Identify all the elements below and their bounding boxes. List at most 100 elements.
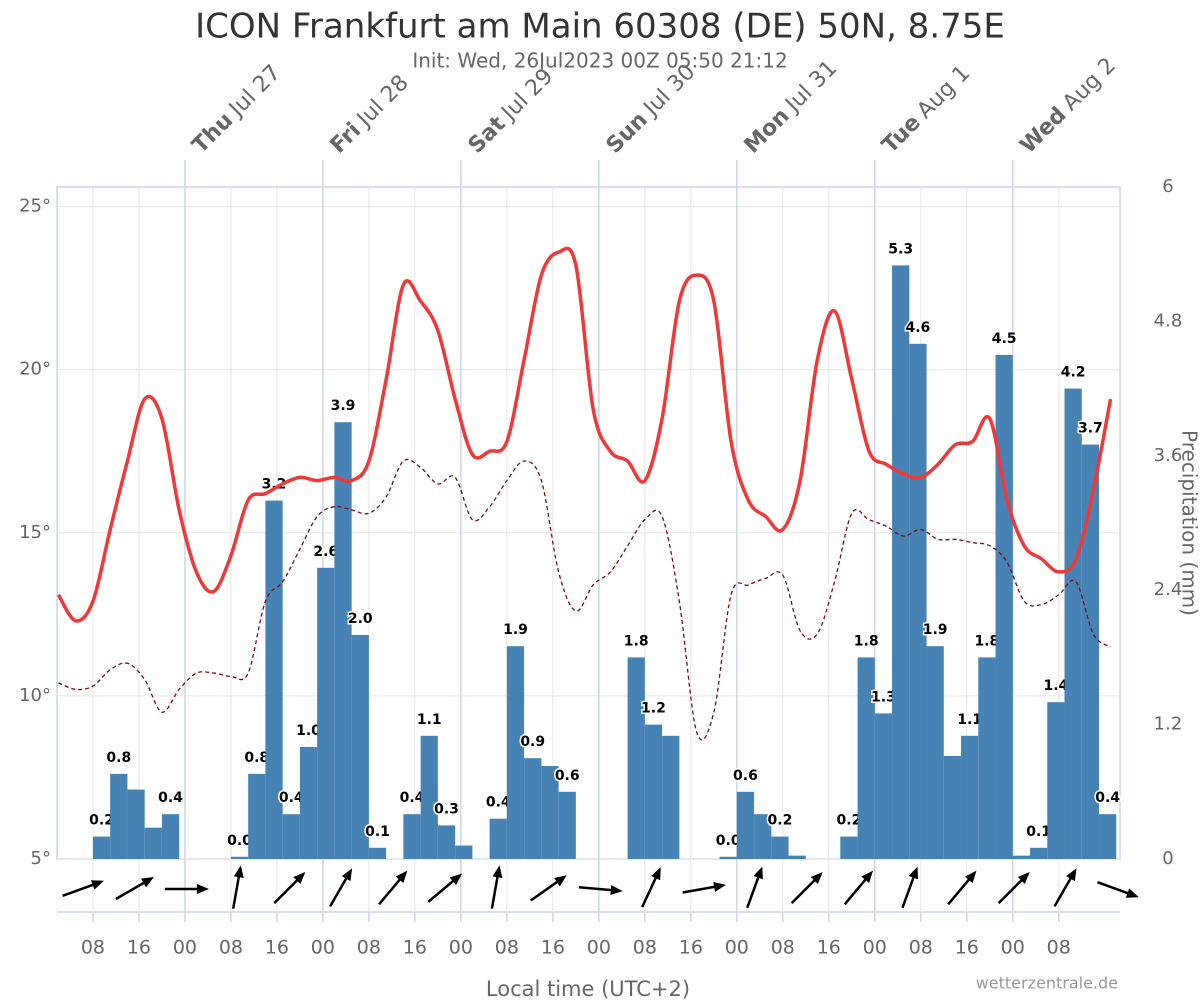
bar-value-label: 0.0 [227,833,252,849]
precip-bar [351,635,369,859]
bar-value-label: 1.1 [417,712,442,728]
precip-bar [1030,847,1048,859]
wind-arrow-head [1125,888,1139,898]
wind-arrow-head [196,884,209,894]
bar-value-label: 1.8 [854,633,879,649]
x-tick-label: 08 [771,937,795,959]
precip-bar [995,355,1013,859]
precip-bar [943,755,962,859]
precip-bar [909,343,927,859]
wind-arrow [62,880,104,898]
bar-value-label: 1.8 [624,633,649,649]
precip-bar [437,825,456,859]
bar-value-label: 0.4 [400,790,425,806]
bar-value-label: 4.2 [1061,365,1086,381]
wind-arrow [790,872,823,905]
bar-value-label: 4.6 [906,320,931,336]
x-tick-label: 16 [265,937,289,959]
bar-value-label: 0.2 [837,813,862,829]
precip-bar [754,814,772,859]
precip-bar [1064,388,1082,859]
wind-arrow [843,870,873,906]
bar-value-label: 1.9 [503,622,528,638]
precip-bar [127,789,145,859]
bar-value-label: 0.4 [158,790,183,806]
x-tick-label: 08 [219,937,243,959]
precip-bar [144,827,162,859]
precip-bar [736,791,755,859]
precip-bar [489,818,507,859]
x-tick-label: 16 [817,937,841,959]
precip-bar [299,747,318,859]
precip-bar [368,847,387,859]
bar-value-label: 1.3 [871,689,896,705]
x-tick-label: 00 [725,937,749,959]
y2-tick-label: 4.8 [1154,310,1183,331]
wind-arrow [378,870,408,906]
precip-bar [1012,855,1031,859]
bar-value-label: 0.4 [1095,790,1120,806]
wind-arrow-head [554,875,567,887]
bar-value-label: 0.8 [106,750,131,766]
bar-value-label: 0.3 [434,801,459,817]
wind-arrow [746,866,763,909]
precip-bar [771,836,789,859]
wind-arrow [1097,880,1139,898]
precip-bar [961,735,979,859]
wind-arrow [329,868,353,907]
wind-arrow [901,866,919,909]
x-tick-label: 08 [357,937,381,959]
bar-value-label: 3.9 [331,398,356,414]
x-tick-label: 16 [679,937,703,959]
y-tick-label: 5° [31,848,51,869]
wind-arrow-head [341,868,353,882]
x-tick-label: 08 [495,937,519,959]
precip-bar [334,422,352,859]
bar-value-label: 3.2 [262,477,287,493]
chart-subtitle: Init: Wed, 26Jul2023 00Z 05:50 21:12 [412,49,787,73]
y-tick-label: 10° [19,685,51,706]
wind-arrow [427,873,463,903]
x-tick-label: 16 [403,937,427,959]
chart-title: ICON Frankfurt am Main 60308 (DE) 50N, 8… [195,7,1005,47]
wind-arrow-head [651,867,661,881]
wind-arrow-head [1017,872,1030,885]
precip-bar [403,814,421,859]
precip-bar [506,646,525,859]
precip-bar [282,814,300,859]
precip-bar [627,657,645,859]
wind-arrow-head [449,873,463,886]
x-tick-label: 00 [173,937,197,959]
y-tick-label: 25° [19,196,51,217]
bar-value-label: 1.9 [923,622,948,638]
wind-arrow [947,870,977,906]
precip-bar [110,773,128,859]
precip-bar [161,814,180,859]
bar-value-label: 1.2 [641,701,666,717]
precip-bar [1081,444,1100,859]
wind-arrow-head [713,881,726,892]
precip-bar [874,713,893,859]
precip-bar [524,758,542,859]
bar-value-label: 0.4 [486,795,511,811]
wind-arrow [115,877,154,901]
x-tick-label: 08 [909,937,933,959]
bar-value-label: 0.1 [1026,824,1051,840]
bar-value-label: 3.7 [1078,421,1103,437]
bar-value-label: 0.8 [244,750,269,766]
x-tick-label: 08 [633,937,657,959]
wind-arrow [997,872,1030,905]
precip-bar [644,724,663,859]
bar-value-label: 1.8 [975,633,1000,649]
precip-bar [1099,814,1117,859]
bar-value-label: 0.6 [555,768,580,784]
wind-arrow-head [233,865,244,879]
wind-arrow-head [861,870,873,884]
y-tick-label: 20° [19,359,51,380]
bar-value-label: 0.9 [520,734,545,750]
y2-tick-label: 0 [1162,848,1173,869]
wind-arrow-head [1066,868,1077,882]
wind-arrow [231,865,244,909]
x-tick-label: 00 [863,937,887,959]
